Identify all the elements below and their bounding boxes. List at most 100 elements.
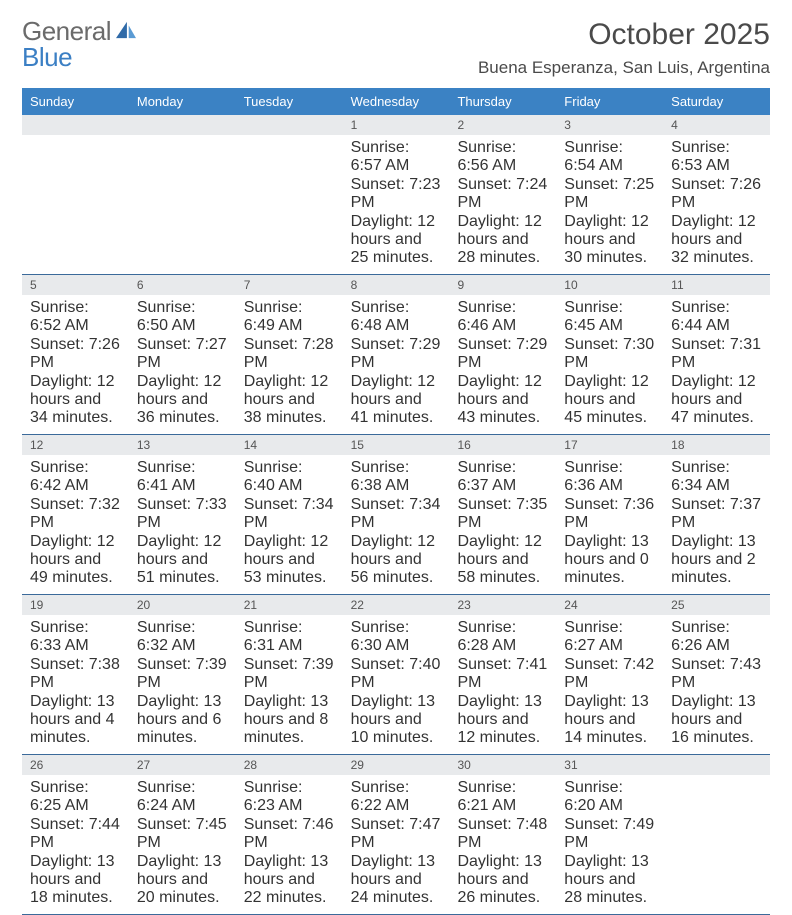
day-cell: Sunrise: 6:34 AMSunset: 7:37 PMDaylight:…: [663, 455, 770, 594]
day-cell: Sunrise: 6:23 AMSunset: 7:46 PMDaylight:…: [236, 775, 343, 914]
sunrise-text: Sunrise: 6:25 AM: [30, 779, 121, 815]
daylight-text: Daylight: 13 hours and 12 minutes.: [457, 693, 548, 747]
sunrise-text: Sunrise: 6:34 AM: [671, 459, 762, 495]
day-cell: Sunrise: 6:53 AMSunset: 7:26 PMDaylight:…: [663, 135, 770, 274]
daylight-text: Daylight: 13 hours and 18 minutes.: [30, 853, 121, 907]
day-cell: Sunrise: 6:50 AMSunset: 7:27 PMDaylight:…: [129, 295, 236, 434]
day-cell: [22, 135, 129, 274]
sunset-text: Sunset: 7:42 PM: [564, 656, 655, 692]
sail-icon: [114, 18, 138, 44]
day-header-friday: Friday: [556, 88, 663, 115]
sunset-text: Sunset: 7:34 PM: [244, 496, 335, 532]
day-header-sunday: Sunday: [22, 88, 129, 115]
location-label: Buena Esperanza, San Luis, Argentina: [478, 58, 770, 78]
day-cell: [663, 775, 770, 914]
month-title: October 2025: [478, 18, 770, 52]
daylight-text: Daylight: 13 hours and 6 minutes.: [137, 693, 228, 747]
daylight-text: Daylight: 12 hours and 49 minutes.: [30, 533, 121, 587]
daylight-text: Daylight: 12 hours and 30 minutes.: [564, 213, 655, 267]
calendar: SundayMondayTuesdayWednesdayThursdayFrid…: [22, 88, 770, 915]
day-number: 9: [449, 275, 556, 295]
title-block: October 2025 Buena Esperanza, San Luis, …: [478, 18, 770, 78]
brand-part1: General: [22, 18, 111, 44]
sunrise-text: Sunrise: 6:46 AM: [457, 299, 548, 335]
sunset-text: Sunset: 7:46 PM: [244, 816, 335, 852]
day-number: 4: [663, 115, 770, 135]
day-cell: Sunrise: 6:57 AMSunset: 7:23 PMDaylight:…: [343, 135, 450, 274]
day-cell: Sunrise: 6:45 AMSunset: 7:30 PMDaylight:…: [556, 295, 663, 434]
day-number: 14: [236, 435, 343, 455]
day-number: 31: [556, 755, 663, 775]
day-number: 12: [22, 435, 129, 455]
sunset-text: Sunset: 7:47 PM: [351, 816, 442, 852]
sunset-text: Sunset: 7:29 PM: [457, 336, 548, 372]
daylight-text: Daylight: 13 hours and 28 minutes.: [564, 853, 655, 907]
sunrise-text: Sunrise: 6:32 AM: [137, 619, 228, 655]
day-number: 11: [663, 275, 770, 295]
sunrise-text: Sunrise: 6:52 AM: [30, 299, 121, 335]
day-number: 1: [343, 115, 450, 135]
daylight-text: Daylight: 13 hours and 26 minutes.: [457, 853, 548, 907]
sunrise-text: Sunrise: 6:33 AM: [30, 619, 121, 655]
day-number: 6: [129, 275, 236, 295]
daylight-text: Daylight: 13 hours and 22 minutes.: [244, 853, 335, 907]
day-number: 27: [129, 755, 236, 775]
day-number: 16: [449, 435, 556, 455]
calendar-body: 1234Sunrise: 6:57 AMSunset: 7:23 PMDayli…: [22, 115, 770, 915]
day-number: 2: [449, 115, 556, 135]
day-cell: Sunrise: 6:22 AMSunset: 7:47 PMDaylight:…: [343, 775, 450, 914]
sunset-text: Sunset: 7:25 PM: [564, 176, 655, 212]
day-cell: Sunrise: 6:38 AMSunset: 7:34 PMDaylight:…: [343, 455, 450, 594]
day-cell: Sunrise: 6:21 AMSunset: 7:48 PMDaylight:…: [449, 775, 556, 914]
daylight-text: Daylight: 13 hours and 14 minutes.: [564, 693, 655, 747]
sunset-text: Sunset: 7:26 PM: [30, 336, 121, 372]
daylight-text: Daylight: 12 hours and 38 minutes.: [244, 373, 335, 427]
day-number: 26: [22, 755, 129, 775]
sunrise-text: Sunrise: 6:22 AM: [351, 779, 442, 815]
daylight-text: Daylight: 12 hours and 58 minutes.: [457, 533, 548, 587]
sunset-text: Sunset: 7:32 PM: [30, 496, 121, 532]
sunset-text: Sunset: 7:45 PM: [137, 816, 228, 852]
sunrise-text: Sunrise: 6:57 AM: [351, 139, 442, 175]
daylight-text: Daylight: 13 hours and 24 minutes.: [351, 853, 442, 907]
day-header-saturday: Saturday: [663, 88, 770, 115]
sunrise-text: Sunrise: 6:49 AM: [244, 299, 335, 335]
sunset-text: Sunset: 7:34 PM: [351, 496, 442, 532]
sunrise-text: Sunrise: 6:42 AM: [30, 459, 121, 495]
sunrise-text: Sunrise: 6:36 AM: [564, 459, 655, 495]
week-row: 567891011Sunrise: 6:52 AMSunset: 7:26 PM…: [22, 275, 770, 435]
sunrise-text: Sunrise: 6:21 AM: [457, 779, 548, 815]
sunset-text: Sunset: 7:33 PM: [137, 496, 228, 532]
sunset-text: Sunset: 7:40 PM: [351, 656, 442, 692]
day-number: 17: [556, 435, 663, 455]
day-cell: Sunrise: 6:49 AMSunset: 7:28 PMDaylight:…: [236, 295, 343, 434]
day-cell: [129, 135, 236, 274]
daylight-text: Daylight: 13 hours and 4 minutes.: [30, 693, 121, 747]
sunset-text: Sunset: 7:30 PM: [564, 336, 655, 372]
sunset-text: Sunset: 7:41 PM: [457, 656, 548, 692]
week-row: 19202122232425Sunrise: 6:33 AMSunset: 7:…: [22, 595, 770, 755]
sunset-text: Sunset: 7:26 PM: [671, 176, 762, 212]
sunset-text: Sunset: 7:37 PM: [671, 496, 762, 532]
sunset-text: Sunset: 7:24 PM: [457, 176, 548, 212]
day-number: 24: [556, 595, 663, 615]
sunset-text: Sunset: 7:28 PM: [244, 336, 335, 372]
sunset-text: Sunset: 7:27 PM: [137, 336, 228, 372]
day-number: 25: [663, 595, 770, 615]
day-cell: Sunrise: 6:41 AMSunset: 7:33 PMDaylight:…: [129, 455, 236, 594]
day-number: [236, 115, 343, 135]
daylight-text: Daylight: 12 hours and 41 minutes.: [351, 373, 442, 427]
day-header-wednesday: Wednesday: [343, 88, 450, 115]
daylight-text: Daylight: 12 hours and 53 minutes.: [244, 533, 335, 587]
day-header-thursday: Thursday: [449, 88, 556, 115]
day-cell: Sunrise: 6:48 AMSunset: 7:29 PMDaylight:…: [343, 295, 450, 434]
sunrise-text: Sunrise: 6:56 AM: [457, 139, 548, 175]
day-number: 8: [343, 275, 450, 295]
page-header: GeneralBlue October 2025 Buena Esperanza…: [22, 18, 770, 78]
daylight-text: Daylight: 13 hours and 20 minutes.: [137, 853, 228, 907]
day-number: 7: [236, 275, 343, 295]
daylight-text: Daylight: 12 hours and 51 minutes.: [137, 533, 228, 587]
day-cell: [236, 135, 343, 274]
daylight-text: Daylight: 12 hours and 47 minutes.: [671, 373, 762, 427]
day-number: 5: [22, 275, 129, 295]
